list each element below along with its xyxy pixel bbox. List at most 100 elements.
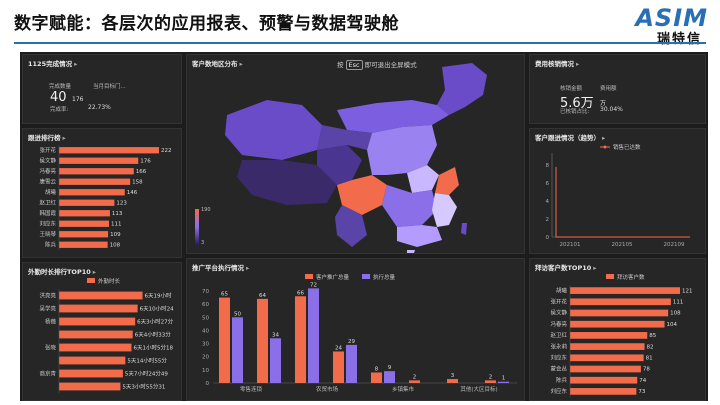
bar-value-label: 74 [639, 378, 646, 384]
fee-total-value: 万 [600, 100, 607, 107]
map-region-hainan [407, 250, 415, 253]
bar-category-label: 陈兵 [556, 376, 568, 384]
bar-value-label: 6天4小时33分 [135, 330, 171, 338]
bar [384, 371, 395, 383]
bar-value-label: 108 [110, 242, 121, 248]
bar-value-label: 104 [667, 322, 678, 328]
map-region-sichuan [337, 175, 387, 215]
bar-category-label: 冯春亮 [39, 167, 56, 175]
y-tick-label: 20 [202, 355, 209, 361]
bar [59, 210, 110, 217]
bar-category-label: 蒙会丛 [550, 365, 567, 373]
bar [59, 369, 123, 378]
bar [570, 388, 637, 395]
y-tick-label: 6 [546, 181, 550, 187]
fee-total-label: 费用额 [600, 86, 617, 92]
chevron-right-icon[interactable]: ▸ [246, 264, 250, 272]
bar-value-label: 1 [502, 376, 506, 382]
bar-category-label: 冯春亮 [550, 320, 567, 328]
legend-marker [603, 145, 607, 149]
trend-title: 客户跟进情况（趋势） ▸ [535, 134, 606, 142]
bar-category-label: 赵卫红 [39, 198, 56, 206]
bar-value-label: 111 [673, 299, 684, 305]
logo-subtitle: 瑞特信 [656, 32, 702, 47]
follow-rank-panel: 跟进排行榜 ▸ 张开花 222 侯文静 176 冯春亮 166 唐雪云 158 胡曦 146 赵卫红 1… [22, 128, 182, 258]
chevron-right-icon[interactable]: ▸ [62, 134, 66, 142]
completion-panel: 1125完成情况 ▸ 完成数量 当月目标门... 40 176 完成率: 22.7… [22, 54, 182, 124]
bar-value-label: 222 [161, 148, 172, 154]
bar [570, 332, 648, 339]
bar [570, 376, 638, 384]
map-region-central [367, 125, 437, 175]
bar-value-label: 6天1小时5分18 [133, 343, 173, 351]
map-scale-max: 190 [201, 207, 211, 213]
dashboard: 1125完成情况 ▸ 完成数量 当月目标门... 40 176 完成率: 22.7… [20, 52, 708, 401]
bar [570, 343, 645, 350]
completion-rate-value: 22.73% [88, 104, 111, 111]
y-tick-label: 4 [546, 199, 550, 205]
bar-value-label: 146 [127, 190, 138, 196]
completion-rate-label: 完成率: [50, 107, 69, 113]
bar-category-label: 刘应东 [550, 353, 567, 361]
fee-amount-label: 核销金额 [560, 86, 583, 92]
chevron-right-icon[interactable]: ▸ [92, 268, 97, 276]
chevron-right-icon[interactable]: ▸ [239, 60, 243, 68]
y-tick-label: 0 [546, 235, 550, 241]
map-scale-min: 3 [201, 240, 205, 246]
map-region-inner-mongolia [337, 100, 449, 133]
bar-value-label: 2 [413, 374, 417, 380]
promo-title: 推广平台执行情况 ▸ [192, 264, 250, 272]
chevron-right-icon[interactable]: ▸ [602, 134, 606, 142]
bar-value-label: 123 [116, 200, 127, 206]
y-tick-label: 40 [202, 328, 209, 334]
map-region-xinjiang [225, 100, 322, 160]
bar-value-label: 85 [649, 333, 656, 339]
legend-label: 销售已达数 [613, 143, 641, 151]
bar-category-label: 唐雪云 [39, 177, 56, 185]
bar-value-label: 2 [489, 374, 493, 380]
bar-category-label: 赵卫红 [550, 331, 567, 339]
completion-done-value: 40 [50, 90, 67, 105]
bar [59, 231, 109, 238]
bar-category-label: 张开花 [39, 146, 56, 154]
legend-label-b: 执行总量 [373, 273, 396, 281]
y-tick-label: 60 [202, 302, 209, 308]
bar-value-label: 82 [647, 344, 654, 350]
fee-panel: 费用核销情况 ▸ 核销金额 费用额 5.6万 万 已核销占比: 30.04% [529, 54, 706, 124]
logo-brand: ASIM [635, 4, 708, 32]
legend-label-a: 客户推广总量 [316, 273, 350, 281]
bar [570, 320, 665, 328]
bar [498, 381, 509, 383]
x-tick-label: 零售连锁 [240, 385, 263, 393]
hint-suffix: 即可退出全屏模式 [364, 61, 417, 69]
chevron-right-icon[interactable]: ▸ [74, 60, 78, 68]
map-title: 客户数地区分布 ▸ [192, 60, 243, 68]
bar-value-label: 24 [335, 345, 342, 351]
series-line [555, 167, 690, 238]
title-divider [14, 42, 706, 44]
map-region-taiwan [461, 223, 467, 235]
fee-title: 费用核销情况 ▸ [535, 60, 580, 68]
chevron-right-icon[interactable]: ▸ [576, 60, 580, 68]
x-tick-label: 乡镇集市 [392, 385, 415, 393]
bar-category-label: 侯文静 [39, 156, 56, 164]
trend-panel: 客户跟进情况（趋势） ▸ 销售已达数 8 6 4 2 0 202101 202105 202109 [529, 128, 706, 254]
bar [59, 168, 134, 175]
bar-value-label: 113 [112, 211, 123, 217]
esc-key[interactable]: Esc [345, 60, 363, 70]
bar-category-label: 王晓琴 [39, 230, 56, 238]
fullscreen-hint: 按 Esc 即可退出全屏模式 [337, 59, 417, 70]
bar [59, 220, 109, 227]
bar [59, 291, 143, 300]
x-tick-label: 其他(大区目标) [460, 385, 497, 393]
visit-title: 拜访客户数TOP10 ▸ [535, 264, 597, 272]
bar-category-label: 杨薇 [45, 317, 57, 325]
map-region-south-central [382, 185, 437, 227]
bar [570, 298, 671, 306]
follow-rank-title: 跟进排行榜 ▸ [28, 134, 66, 142]
x-tick-label: 202101 [560, 242, 581, 248]
bar-value-label: 3 [451, 373, 455, 379]
bar [346, 344, 357, 383]
map-region-gansu [317, 125, 372, 150]
chevron-right-icon[interactable]: ▸ [593, 264, 597, 272]
